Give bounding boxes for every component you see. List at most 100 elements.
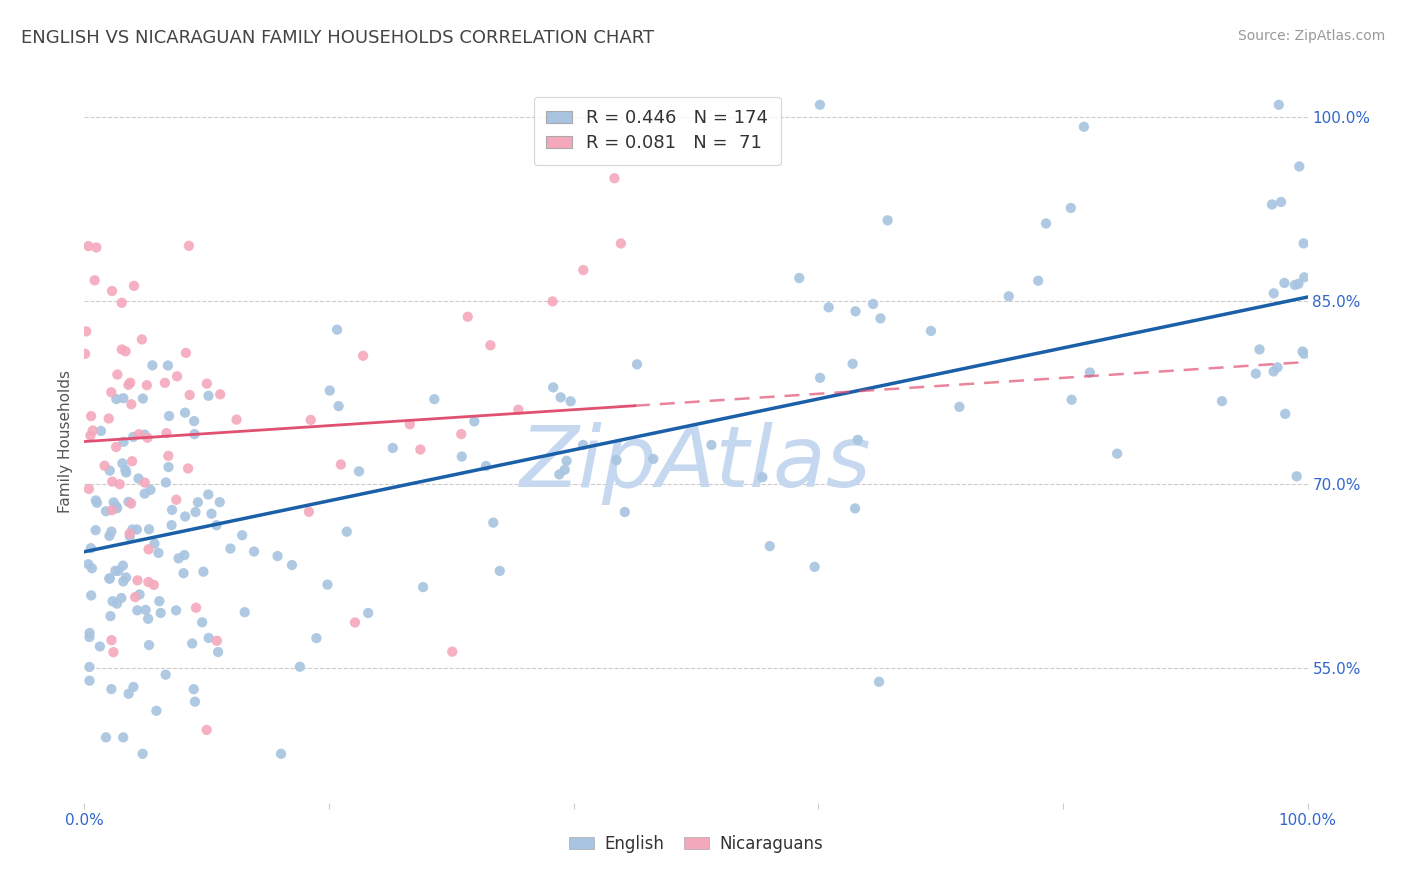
Point [105, 392, 128, 406]
Point [103, 645, 125, 659]
Point [844, 501, 866, 516]
Point [846, 433, 869, 447]
Point [77, 239, 100, 253]
Point [1291, 344, 1313, 359]
Point [134, 486, 156, 500]
Point [181, 636, 204, 650]
Point [115, 570, 138, 584]
Point [80, 561, 103, 575]
Point [111, 295, 134, 310]
Point [118, 526, 141, 541]
Point [84, 493, 107, 508]
Point [347, 464, 370, 478]
Point [83, 273, 105, 287]
Point [101, 503, 124, 517]
Point [1267, 360, 1289, 375]
Text: Source: ZipAtlas.com: Source: ZipAtlas.com [1237, 29, 1385, 43]
Point [121, 523, 143, 537]
Point [441, 645, 464, 659]
Point [183, 414, 205, 428]
Point [205, 633, 228, 648]
Point [117, 377, 139, 392]
Point [1060, 392, 1083, 407]
Point [174, 509, 197, 524]
Point [155, 475, 177, 490]
Point [138, 638, 160, 652]
Point [1294, 347, 1316, 361]
Point [398, 417, 420, 432]
Point [105, 501, 128, 516]
Point [219, 541, 242, 556]
Point [184, 505, 207, 519]
Point [243, 544, 266, 558]
Point [548, 467, 571, 482]
Point [111, 456, 134, 470]
Point [160, 503, 183, 517]
Point [148, 546, 170, 560]
Point [479, 338, 502, 352]
Point [1026, 274, 1049, 288]
Point [177, 239, 200, 253]
Point [343, 615, 366, 630]
Point [550, 390, 572, 404]
Point [868, 674, 890, 689]
Point [1263, 364, 1285, 378]
Point [128, 427, 150, 442]
Point [233, 605, 256, 619]
Point [112, 391, 135, 405]
Point [948, 400, 970, 414]
Point [270, 747, 292, 761]
Point [319, 384, 342, 398]
Point [184, 695, 207, 709]
Point [197, 389, 219, 403]
Point [122, 680, 145, 694]
Point [488, 564, 510, 578]
Point [101, 475, 124, 489]
Point [148, 594, 170, 608]
Point [127, 574, 149, 588]
Point [132, 392, 155, 406]
Point [98, 464, 121, 478]
Point [145, 704, 167, 718]
Point [572, 263, 595, 277]
Point [105, 597, 128, 611]
Point [89, 640, 111, 654]
Point [1294, 270, 1316, 285]
Point [187, 495, 209, 509]
Point [610, 236, 633, 251]
Point [82, 424, 104, 438]
Point [79, 626, 101, 640]
Point [626, 357, 648, 371]
Point [157, 449, 180, 463]
Point [120, 397, 142, 411]
Point [94, 731, 117, 745]
Point [135, 378, 157, 392]
Point [128, 471, 150, 485]
Point [316, 577, 339, 591]
Point [352, 349, 374, 363]
Point [281, 558, 304, 572]
Legend: English, Nicaraguans: English, Nicaraguans [562, 828, 830, 860]
Point [555, 454, 578, 468]
Point [141, 359, 163, 373]
Point [1286, 277, 1309, 291]
Point [193, 565, 215, 579]
Point [1035, 217, 1057, 231]
Point [876, 213, 898, 227]
Point [266, 549, 288, 563]
Point [758, 539, 780, 553]
Point [381, 441, 404, 455]
Point [138, 542, 160, 557]
Point [1060, 201, 1083, 215]
Point [195, 376, 218, 391]
Point [1268, 97, 1291, 112]
Point [328, 399, 350, 413]
Point [143, 537, 166, 551]
Point [79, 630, 101, 644]
Point [191, 615, 214, 630]
Point [86, 240, 108, 254]
Point [751, 470, 773, 484]
Point [1270, 194, 1292, 209]
Point [174, 346, 197, 360]
Point [90, 424, 112, 438]
